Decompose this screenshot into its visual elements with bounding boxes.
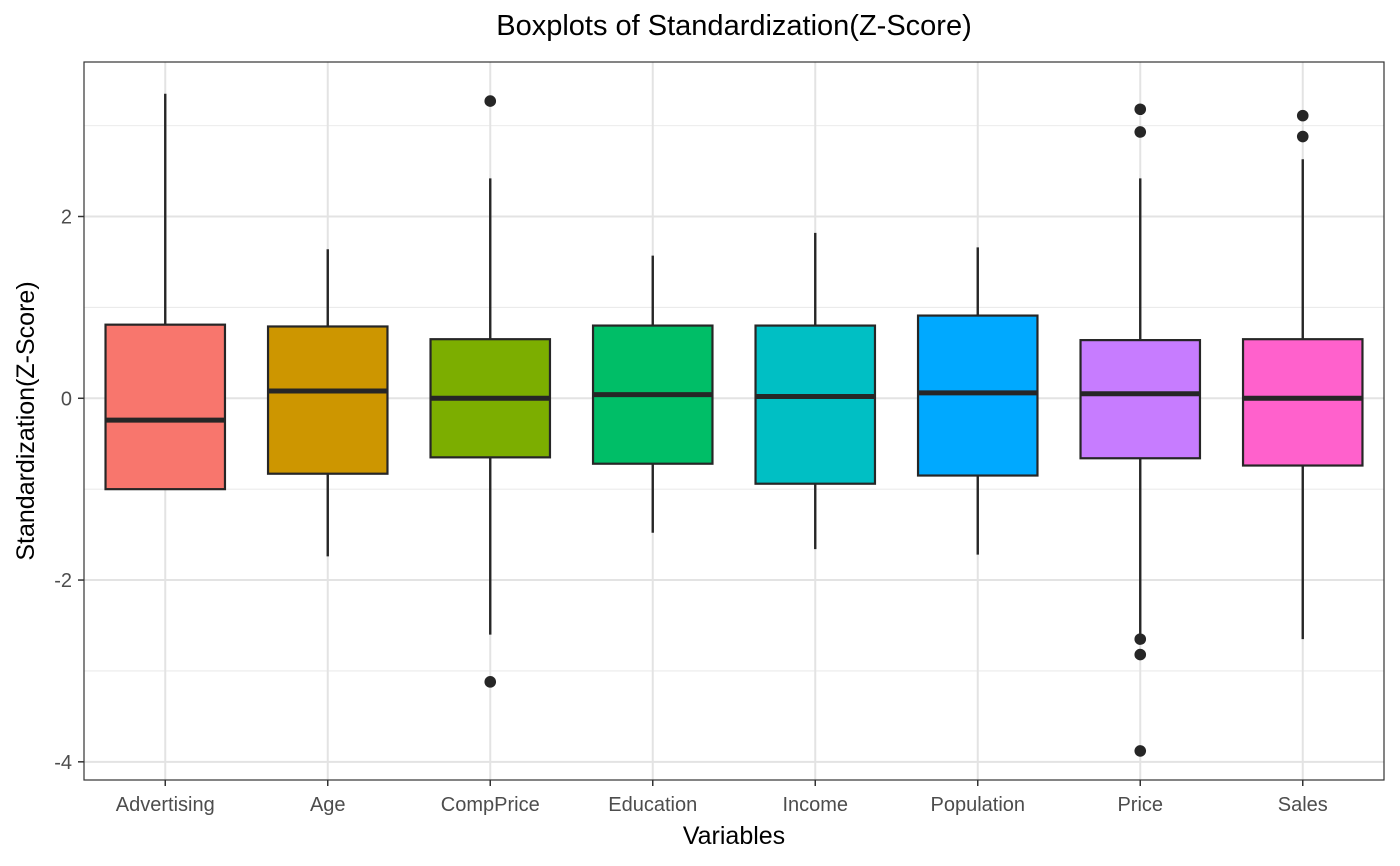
outlier-point — [1134, 745, 1147, 757]
x-axis-title: Variables — [683, 822, 785, 850]
box-income — [754, 232, 877, 550]
box-age — [266, 249, 389, 557]
box-price — [1079, 103, 1202, 757]
box-iqr — [1241, 338, 1364, 467]
outlier-point — [1134, 648, 1147, 661]
box-sales — [1241, 109, 1364, 640]
box-compprice — [429, 95, 552, 688]
outlier-point — [1296, 130, 1309, 143]
box-iqr — [1079, 339, 1202, 460]
y-tick-label: -2 — [54, 570, 72, 592]
axis-layer: -4 -2 0 2 Advertising Age CompPrice Education In… — [54, 207, 1328, 816]
x-tick-label: Education — [608, 794, 697, 816]
outlier-point — [1296, 109, 1309, 122]
y-tick-label: 0 — [61, 388, 72, 410]
x-tick-label: Advertising — [116, 794, 215, 816]
plot-panel-border — [83, 61, 1385, 781]
y-tick-label: 2 — [61, 207, 72, 229]
outlier-point — [484, 676, 497, 688]
box-advertising — [104, 93, 227, 491]
x-tick-label: Sales — [1278, 794, 1328, 816]
outlier-point — [1134, 103, 1147, 116]
x-tick-label: CompPrice — [441, 794, 540, 816]
box-education — [591, 255, 714, 533]
x-tick-label: Age — [310, 794, 346, 816]
box-iqr — [104, 323, 227, 491]
box-iqr — [754, 324, 877, 485]
outlier-point — [1134, 633, 1147, 645]
x-tick-label: Population — [930, 794, 1025, 816]
chart-title: Boxplots of Standardization(Z-Score) — [496, 10, 972, 42]
outlier-point — [484, 95, 497, 107]
y-axis-title: Standardization(Z-Score) — [12, 281, 40, 560]
box-iqr — [916, 314, 1039, 477]
y-tick-label: -4 — [54, 752, 72, 774]
x-tick-label: Price — [1117, 794, 1163, 816]
box-iqr — [266, 325, 389, 475]
x-tick-label: Income — [782, 794, 848, 816]
outlier-point — [1134, 126, 1147, 138]
box-layer — [104, 93, 1364, 757]
box-population — [916, 247, 1039, 555]
